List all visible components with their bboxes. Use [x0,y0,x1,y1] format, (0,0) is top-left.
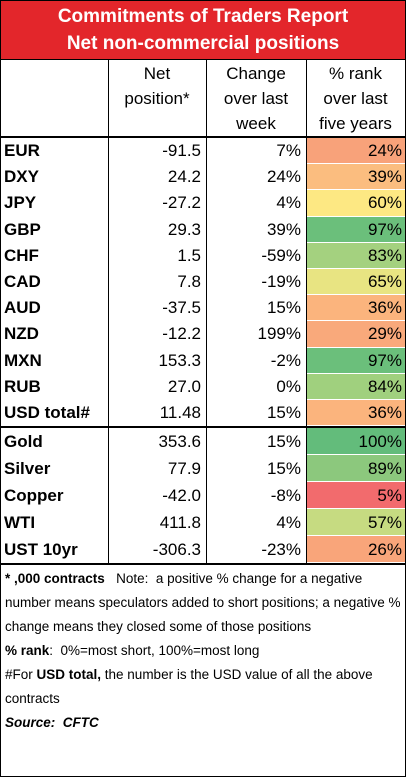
net-position: 77.9 [167,459,201,479]
rank-cell: 26% [307,536,405,564]
note-text: Source: CFTC [5,715,99,730]
weekly-change: -2% [270,350,301,370]
net-position: 24.2 [167,167,201,187]
weekly-change: 0% [276,376,301,396]
net-position: 353.6 [158,432,201,452]
note-paragraph: #For USD total, the number is the USD va… [5,663,401,711]
note-paragraph: Source: CFTC [5,711,401,735]
column-header: five years [319,114,392,133]
note-text: % rank [5,643,50,658]
weekly-change: -59% [261,245,301,265]
net-position: -37.5 [162,298,201,318]
net-position: 29.3 [167,219,201,239]
rank-cell: 36% [307,400,405,427]
column-header: week [236,114,276,133]
row-label: USD total# [4,403,90,422]
row-label: CHF [4,245,39,265]
note-text: the number is the USD value of all the a… [5,667,377,706]
net-position: -27.2 [162,193,201,213]
weekly-change: 15% [266,432,301,452]
column-header: % rank [329,64,382,83]
net-position: 11.48 [159,403,201,422]
weekly-change: 39% [266,219,301,239]
note-paragraph: % rank: 0%=most short, 100%=most long [5,639,401,663]
weekly-change: 199% [257,324,301,344]
note-text: * ,000 contracts [5,571,105,586]
column-header: Change [226,64,286,83]
row-label: DXY [4,167,39,187]
row-label: CAD [4,272,41,291]
column-rule [108,59,109,566]
rank-cell: 97% [307,216,405,243]
rank-cell: 83% [307,242,405,269]
note-text: : 0%=most short, 100%=most long [49,643,260,658]
rank-cell: 24% [307,138,405,165]
title-line: Net non-commercial positions [66,33,340,54]
rank-cell: 65% [307,269,405,296]
net-position: -42.0 [162,486,201,506]
net-position: 1.5 [177,245,201,265]
note-text: Note: a positive % change for a negative… [5,571,405,634]
rank-cell: 57% [307,509,405,537]
row-label: RUB [4,376,41,396]
column-header: over last [323,89,388,108]
weekly-change: -8% [270,486,301,506]
row-label: AUD [4,298,41,318]
note-text: #For [5,667,37,682]
weekly-change: 15% [266,459,301,479]
net-position: 153.3 [158,350,201,370]
notes: * ,000 contracts Note: a positive % chan… [5,567,401,735]
column-rule [206,59,207,566]
row-label: NZD [4,324,39,344]
rule [1,563,405,566]
weekly-change: 4% [276,513,301,533]
weekly-change: -23% [261,540,301,560]
weekly-change: 15% [266,298,301,318]
row-label: Copper [4,486,64,506]
row-label: Gold [4,432,43,452]
rank-cell: 97% [307,347,405,374]
weekly-change: 15% [266,403,301,422]
rank-cell: 29% [307,321,405,348]
net-position: -12.2 [162,324,201,344]
net-position: -306.3 [152,540,201,560]
row-label: EUR [4,141,40,160]
rank-cell: 89% [307,455,405,483]
row-label: MXN [4,350,42,370]
row-label: JPY [4,193,37,213]
rule [1,426,405,429]
column-header: over last [223,89,289,108]
column-header: Net [143,64,171,83]
weekly-change: 4% [276,193,301,213]
note-paragraph: * ,000 contracts Note: a positive % chan… [5,567,401,639]
rank-cell: 100% [307,428,405,456]
net-position: 7.8 [177,272,201,291]
row-label: Silver [4,459,51,479]
net-position: 27.0 [167,376,201,396]
net-position: 411.8 [159,513,201,533]
column-header: position* [124,89,190,108]
row-label: WTI [4,513,36,533]
note-text: USD total, [36,667,102,682]
title-line: Commitments of Traders Report [57,6,349,27]
rank-cell: 36% [307,295,405,322]
rank-cell: 39% [307,164,405,191]
rank-cell: 5% [307,482,405,510]
net-position: -91.5 [162,141,201,160]
rule [1,59,405,60]
weekly-change: 24% [266,167,301,187]
column-rule [306,59,307,566]
weekly-change: -19% [261,272,301,291]
rule [1,136,405,138]
title-band: Commitments of Traders Report Net non-co… [1,1,405,59]
row-label: GBP [4,219,41,239]
rank-cell: 84% [307,373,405,400]
weekly-change: 7% [276,141,301,160]
row-label: UST 10yr [4,540,78,560]
rank-cell: 60% [307,190,405,217]
